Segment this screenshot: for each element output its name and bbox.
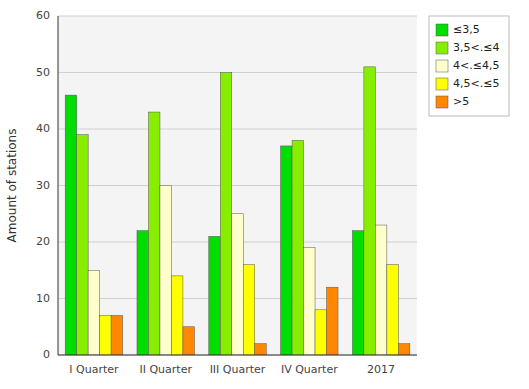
y-axis-label: Amount of stations — [5, 129, 19, 243]
bar — [292, 140, 303, 355]
legend-swatch — [436, 78, 448, 90]
bar — [315, 310, 326, 355]
y-tick-label: 30 — [36, 179, 50, 192]
bar — [100, 315, 111, 355]
bar — [137, 231, 148, 355]
bar — [65, 95, 76, 355]
legend-swatch — [436, 60, 448, 72]
x-tick-label: II Quarter — [139, 363, 192, 376]
legend-swatch — [436, 96, 448, 108]
bar — [77, 135, 88, 355]
bar — [88, 270, 99, 355]
y-tick-label: 20 — [36, 235, 50, 248]
bar — [304, 248, 315, 355]
x-tick-label: 2017 — [367, 363, 395, 376]
legend-label: 4,5<.≤5 — [453, 77, 499, 90]
y-tick-label: 40 — [36, 122, 50, 135]
y-tick-label: 60 — [36, 9, 50, 22]
grid-line — [58, 72, 417, 73]
x-tick-label: III Quarter — [210, 363, 266, 376]
grid-line — [58, 16, 417, 17]
legend-swatch — [436, 42, 448, 54]
bar — [364, 67, 375, 355]
x-tick-label: I Quarter — [69, 363, 119, 376]
bar — [111, 315, 122, 355]
bar — [327, 287, 338, 355]
x-axis: I Quarter II Quarter III Quarter IV Quarter… — [58, 16, 417, 376]
grid-line — [58, 185, 417, 186]
bar — [375, 225, 386, 355]
y-tick-label: 50 — [36, 66, 50, 79]
plot-area — [58, 16, 417, 355]
bar — [171, 276, 182, 355]
y-tick-label: 10 — [36, 292, 50, 305]
grid-line — [58, 355, 417, 356]
x-tick-label: IV Quarter — [281, 363, 338, 376]
bar — [281, 146, 292, 355]
y-tick-label: 0 — [43, 348, 50, 361]
bar — [220, 73, 231, 356]
bar — [255, 344, 266, 355]
legend-label: ≤3,5 — [453, 23, 480, 36]
legend-swatch — [436, 24, 448, 36]
legend-box — [429, 16, 509, 116]
bar — [148, 112, 159, 355]
bar — [243, 265, 254, 355]
x-axis-line — [58, 355, 417, 356]
y-axis: 0 10 20 30 40 50 60 — [36, 9, 417, 361]
legend: ≤3,5 3,5<.≤4 4<.≤4,5 4,5<.≤5 >5 — [429, 16, 509, 116]
bar — [232, 214, 243, 355]
bar — [183, 327, 194, 355]
legend-label: >5 — [453, 95, 469, 108]
bar — [352, 231, 363, 355]
legend-label: 4<.≤4,5 — [453, 59, 499, 72]
bar — [387, 265, 398, 355]
bar — [209, 236, 220, 355]
bar — [398, 344, 409, 355]
grid-line — [58, 129, 417, 130]
bar — [160, 186, 171, 356]
y-axis-line — [58, 16, 59, 355]
legend-label: 3,5<.≤4 — [453, 41, 499, 54]
bars — [65, 67, 410, 355]
chart: 0 10 20 30 40 50 60 Amount of stations I Quarter… — [0, 0, 529, 389]
